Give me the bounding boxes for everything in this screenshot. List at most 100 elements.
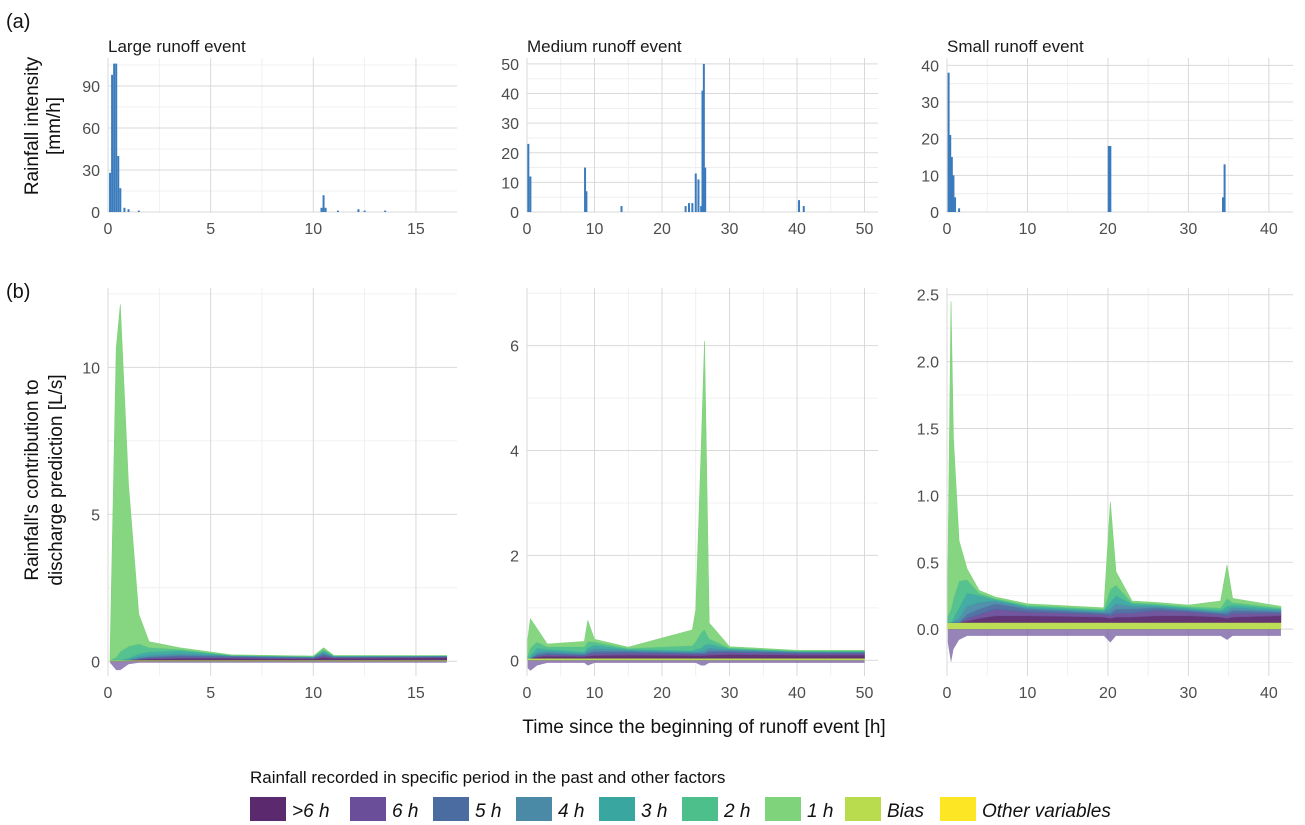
panel-4: 0 5 10 15 0 5 10 <box>82 288 457 702</box>
y-tick-label: 50 <box>501 57 519 74</box>
legend-label: 5 h <box>475 801 501 822</box>
x-tick-label: 5 <box>206 221 215 238</box>
rain-bar <box>137 210 140 212</box>
rain-bar <box>584 167 587 212</box>
panel-3: 0 10 20 30 40 0 10 20 30 40 Small runoff event <box>921 37 1293 238</box>
rain-bar <box>691 203 694 212</box>
rain-bar <box>947 72 950 213</box>
panel-6: 0 10 20 30 40 0.0 0.5 1.0 1.5 2.0 2.5 <box>917 288 1293 702</box>
y-tick-label: 2.5 <box>917 288 939 305</box>
rain-bar <box>958 208 961 212</box>
rain-bar <box>798 200 801 212</box>
legend-label: 4 h <box>558 801 584 822</box>
area-1-h <box>527 340 865 656</box>
panel-5: 0 10 20 30 40 50 0 2 4 6 <box>510 288 878 702</box>
rain-bar <box>704 167 707 212</box>
rain-bar <box>802 206 805 212</box>
y-tick-label: 20 <box>501 146 519 163</box>
legend: Rainfall recorded in specific period in … <box>250 768 1111 822</box>
x-tick-label: 50 <box>856 685 874 702</box>
row-a-ylabel: Rainfall intensity [mm/h] <box>22 56 65 195</box>
legend-swatch <box>940 797 976 821</box>
rain-bar <box>336 210 339 212</box>
legend-label: Other variables <box>982 801 1111 822</box>
rain-bar <box>684 206 687 212</box>
y-tick-label: 2.0 <box>917 355 939 372</box>
y-tick-label: 90 <box>82 79 100 96</box>
y-tick-label: 6 <box>510 339 519 356</box>
x-tick-label: 10 <box>586 685 604 702</box>
rain-bar <box>322 195 325 212</box>
row-a-ylabel-line1: Rainfall intensity <box>22 56 43 195</box>
y-tick-label: 1.0 <box>917 488 939 505</box>
legend-swatch <box>516 797 552 821</box>
legend-label: Bias <box>887 801 924 822</box>
rain-bar <box>697 179 700 212</box>
legend-items: >6 h 6 h 5 h 4 h 3 h 2 h 1 h Bias Other variable… <box>250 797 1111 822</box>
legend-item: 4 h <box>516 797 584 822</box>
y-tick-label: 1.5 <box>917 421 939 438</box>
x-tick-label: 10 <box>304 221 322 238</box>
x-tick-label: 0 <box>104 221 113 238</box>
x-tick-label: 30 <box>721 685 739 702</box>
y-tick-label: 4 <box>510 444 519 461</box>
rain-bar <box>688 203 690 212</box>
y-tick-label: 0 <box>510 653 519 670</box>
x-tick-label: 40 <box>788 685 806 702</box>
panel-tag-a: (a) <box>6 11 30 33</box>
x-tick-label: 0 <box>943 221 952 238</box>
rain-bar <box>127 209 130 212</box>
rain-bar <box>1223 164 1226 212</box>
rain-bar <box>1221 197 1224 212</box>
legend-item: 3 h <box>599 797 667 822</box>
y-tick-label: 0 <box>91 654 100 671</box>
rain-bar <box>954 197 957 212</box>
rain-bar <box>119 188 122 212</box>
y-tick-label: 0.0 <box>917 622 939 639</box>
area-other-variables <box>527 660 865 671</box>
x-tick-label: 50 <box>856 221 874 238</box>
area-1-h <box>109 304 447 661</box>
panel-2: 0 10 20 30 40 50 0 10 20 30 40 50 Medium runoff even… <box>501 37 878 238</box>
x-tick-label: 20 <box>1099 221 1117 238</box>
y-tick-label: 10 <box>921 168 939 185</box>
x-tick-label: 10 <box>586 221 604 238</box>
rain-bar <box>700 206 703 212</box>
x-tick-label: 20 <box>653 685 671 702</box>
y-tick-label: 60 <box>82 121 100 138</box>
legend-swatch <box>433 797 469 821</box>
rain-bar <box>701 90 704 212</box>
x-tick-label: 20 <box>1099 685 1117 702</box>
y-tick-label: 10 <box>82 360 100 377</box>
panel-1: 0 5 10 15 0 30 60 90 Large runoff event <box>82 37 457 238</box>
y-tick-label: 30 <box>82 163 100 180</box>
rain-bar <box>1107 146 1110 212</box>
x-tick-label: 0 <box>523 685 532 702</box>
legend-item: 6 h <box>350 797 418 822</box>
x-tick-label: 0 <box>943 685 952 702</box>
legend-item: 5 h <box>433 797 501 822</box>
row-b-ylabel: Rainfall's contribution to discharge pre… <box>22 374 67 585</box>
rain-bar <box>702 63 705 212</box>
x-tick-label: 5 <box>206 685 215 702</box>
legend-item: 2 h <box>682 797 750 822</box>
rain-bar <box>115 63 118 212</box>
x-tick-label: 0 <box>104 685 113 702</box>
area-bias <box>527 657 865 661</box>
y-tick-label: 40 <box>921 58 939 75</box>
rain-bar <box>585 191 588 212</box>
row-b-ylabel-line1: Rainfall's contribution to <box>22 379 43 580</box>
legend-label: 1 h <box>807 801 833 822</box>
y-tick-label: 0 <box>510 205 519 222</box>
row-b-ylabel-line2: discharge prediction [L/s] <box>46 374 67 585</box>
y-tick-label: 0 <box>91 205 100 222</box>
rain-bar <box>694 173 697 212</box>
legend-item: >6 h <box>250 797 330 822</box>
y-tick-label: 5 <box>91 507 100 524</box>
y-tick-label: 30 <box>921 95 939 112</box>
legend-item: Other variables <box>940 797 1111 822</box>
rain-bar <box>113 63 116 212</box>
rain-bar <box>117 156 120 212</box>
